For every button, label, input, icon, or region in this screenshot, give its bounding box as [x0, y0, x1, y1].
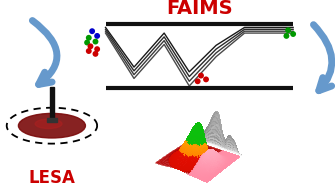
Ellipse shape — [35, 119, 62, 129]
Point — [94, 48, 100, 51]
Point — [88, 45, 93, 48]
Point — [94, 34, 100, 37]
Point — [93, 52, 98, 55]
Point — [285, 29, 291, 32]
Point — [198, 74, 204, 77]
Text: LESA: LESA — [28, 169, 75, 187]
Point — [84, 41, 90, 44]
FancyBboxPatch shape — [50, 87, 54, 121]
Point — [86, 50, 91, 53]
Point — [93, 40, 98, 43]
Point — [195, 80, 200, 83]
Point — [284, 34, 289, 37]
Point — [203, 78, 209, 81]
FancyBboxPatch shape — [47, 118, 57, 122]
Text: FAIMS: FAIMS — [166, 0, 232, 18]
Point — [89, 30, 95, 33]
Point — [290, 33, 296, 36]
Point — [86, 36, 91, 39]
Ellipse shape — [18, 113, 85, 138]
